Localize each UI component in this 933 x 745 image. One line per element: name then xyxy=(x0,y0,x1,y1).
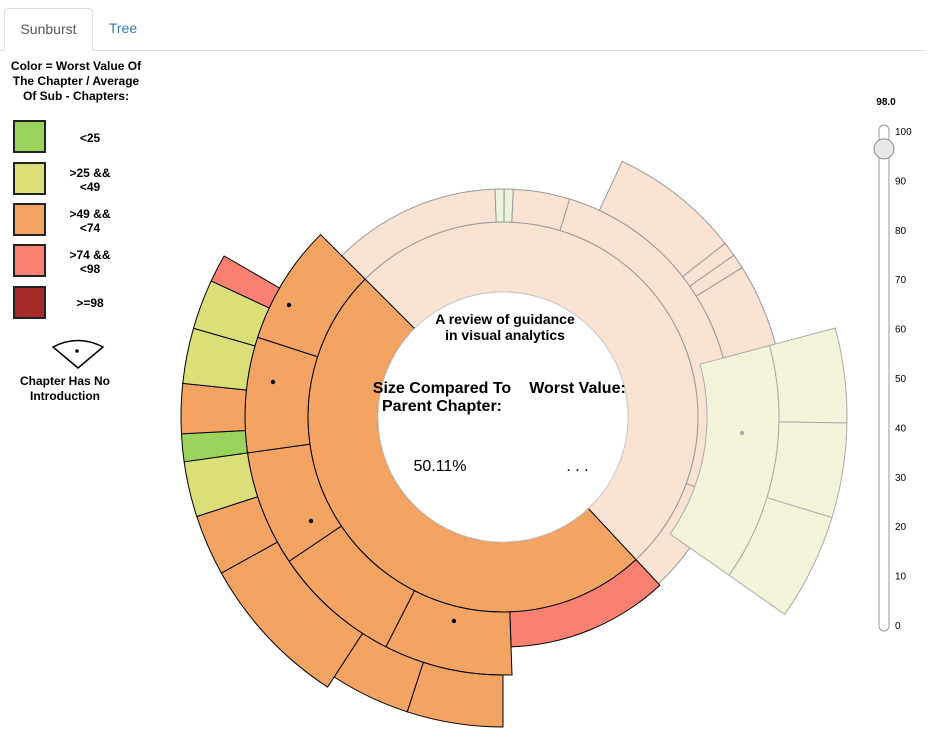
threshold-slider-value: 98.0 xyxy=(876,97,896,108)
sunburst-segment-ring2-orange-d[interactable] xyxy=(244,336,319,454)
sunburst-segment-ring2-b[interactable] xyxy=(494,188,505,223)
legend-label-gte98: >=98 xyxy=(76,296,104,310)
sunburst-center[interactable] xyxy=(377,291,629,543)
center-chapter-title: A review of guidance in visual analytics xyxy=(435,311,575,343)
legend-label-lt25: <25 xyxy=(79,131,101,145)
tab-tree[interactable]: Tree xyxy=(108,20,138,36)
legend-swatch-yellow xyxy=(13,162,46,195)
sunburst-segment-ring4-yellow-c[interactable] xyxy=(728,497,833,616)
tab-bar: Sunburst Tree xyxy=(0,0,926,51)
worst-value-label: Worst Value: xyxy=(529,380,626,397)
no-introduction-marker-5 xyxy=(739,430,745,436)
no-introduction-icon xyxy=(51,339,105,369)
legend-label-49-74: >49 && <74 xyxy=(69,207,111,235)
legend-swatch-salmon xyxy=(13,244,46,277)
legend-swatch-orange xyxy=(13,203,46,236)
legend-label-74-98: >74 && <98 xyxy=(69,248,111,276)
no-introduction-marker-1 xyxy=(286,302,292,308)
tab-sunburst[interactable]: Sunburst xyxy=(4,8,93,51)
legend-swatch-darkred xyxy=(13,286,46,319)
no-introduction-marker-2 xyxy=(270,379,276,385)
legend-title: Color = Worst Value Of The Chapter / Ave… xyxy=(10,59,142,103)
sunburst-segment-ring3-orange-e[interactable] xyxy=(180,382,247,435)
worst-value-value: . . . xyxy=(566,458,589,475)
no-introduction-marker-4 xyxy=(451,618,457,624)
size-compared-label: Size Compared To Parent Chapter: xyxy=(372,380,512,415)
legend-label-25-49: >25 && <49 xyxy=(69,166,111,194)
legend-swatch-green xyxy=(13,120,46,153)
sunburst-segment-ring3-salmon[interactable] xyxy=(210,255,281,309)
no-introduction-label: Chapter Has No Introduction xyxy=(19,374,111,403)
sunburst-segment-ring4-yellow-a[interactable] xyxy=(768,327,848,424)
size-compared-value: 50.11% xyxy=(413,458,467,475)
no-introduction-marker-3 xyxy=(308,518,314,524)
